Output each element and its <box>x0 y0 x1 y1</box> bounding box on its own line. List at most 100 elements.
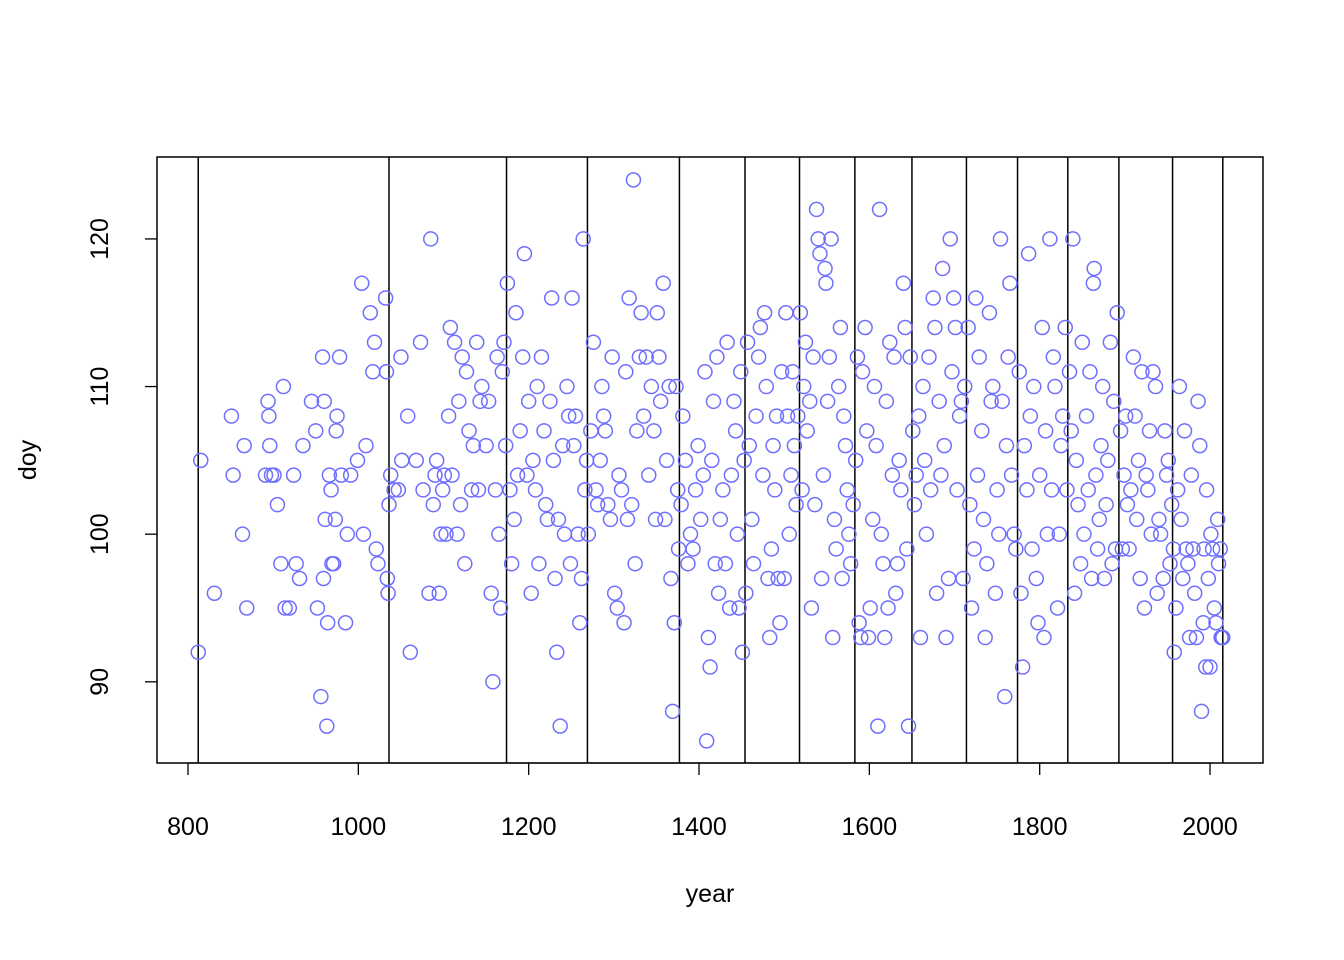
point <box>478 437 494 454</box>
point <box>788 496 804 513</box>
point <box>910 408 927 424</box>
point <box>465 437 482 454</box>
point <box>339 526 356 542</box>
point <box>928 585 945 601</box>
point <box>851 615 867 631</box>
point <box>560 408 577 424</box>
point <box>633 304 649 321</box>
point <box>933 467 949 483</box>
point <box>819 393 836 410</box>
point <box>1129 511 1145 528</box>
point <box>783 467 799 483</box>
point <box>381 496 397 513</box>
point <box>323 482 339 498</box>
point <box>803 600 820 616</box>
point <box>542 393 558 410</box>
point <box>1093 437 1109 454</box>
point <box>611 467 627 483</box>
point <box>824 629 841 646</box>
point <box>727 423 744 439</box>
point <box>1143 526 1160 542</box>
point <box>1088 467 1104 483</box>
point <box>994 393 1010 410</box>
point <box>309 600 326 616</box>
point <box>592 452 608 469</box>
point <box>1008 541 1024 557</box>
point <box>1049 600 1066 616</box>
point <box>277 600 293 616</box>
point <box>353 275 370 291</box>
point <box>638 349 654 365</box>
point <box>303 393 320 410</box>
point <box>1192 437 1208 454</box>
point <box>562 555 579 572</box>
point <box>695 467 712 483</box>
point <box>951 408 968 424</box>
point <box>1163 496 1180 513</box>
point <box>889 555 906 572</box>
point <box>438 526 454 542</box>
point <box>328 423 344 439</box>
point <box>378 364 395 380</box>
point <box>470 482 487 498</box>
point <box>705 393 722 410</box>
point <box>834 570 850 587</box>
point <box>223 408 240 424</box>
plot-frame <box>156 156 1264 764</box>
point <box>1106 393 1122 410</box>
point <box>431 585 447 601</box>
point <box>543 290 560 306</box>
point <box>368 541 384 557</box>
point <box>969 467 986 483</box>
point <box>1160 452 1177 469</box>
point <box>578 452 595 469</box>
point <box>190 644 206 661</box>
point <box>308 423 324 439</box>
point <box>1086 260 1102 277</box>
point <box>702 659 718 675</box>
point <box>1109 304 1125 321</box>
point <box>393 349 409 365</box>
point <box>496 334 512 351</box>
point <box>1190 393 1206 410</box>
point <box>899 541 915 557</box>
point <box>1078 408 1095 424</box>
point <box>828 541 844 557</box>
point <box>1145 364 1161 380</box>
point <box>812 245 828 262</box>
point <box>1025 378 1042 395</box>
point <box>1123 482 1139 498</box>
point <box>502 482 518 498</box>
point <box>583 423 599 439</box>
point <box>763 541 780 557</box>
point <box>755 467 771 483</box>
point <box>206 585 223 601</box>
point <box>370 555 386 572</box>
point <box>921 349 937 365</box>
point <box>236 437 252 454</box>
point <box>547 570 563 587</box>
point <box>337 615 354 631</box>
point <box>635 408 652 424</box>
point <box>257 467 274 483</box>
point <box>796 378 812 395</box>
point <box>675 408 691 424</box>
point <box>314 349 331 365</box>
point <box>342 467 359 483</box>
point <box>979 555 995 572</box>
point <box>666 615 683 631</box>
point <box>269 496 286 513</box>
point <box>772 615 788 631</box>
point <box>1141 423 1158 439</box>
point <box>382 467 399 483</box>
point <box>444 467 460 483</box>
point <box>830 378 847 395</box>
point <box>779 408 796 424</box>
point <box>963 600 980 616</box>
point <box>729 526 746 542</box>
point <box>925 290 941 306</box>
point <box>841 526 857 542</box>
point <box>744 511 760 528</box>
point <box>998 437 1015 454</box>
